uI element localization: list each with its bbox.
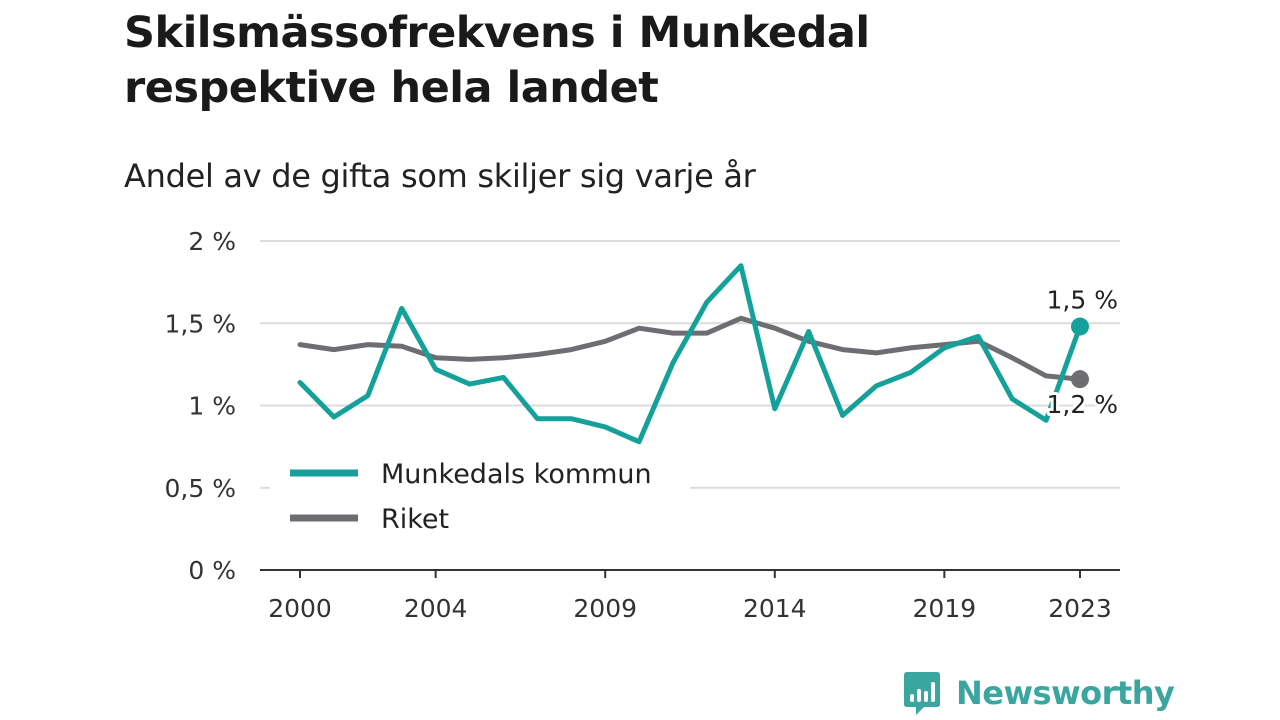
series-end-label: 1,5 %	[1047, 286, 1118, 315]
x-tick-label: 2009	[573, 594, 637, 623]
y-tick-label: 2 %	[188, 227, 236, 256]
legend-label: Riket	[381, 504, 449, 535]
legend-background	[270, 450, 690, 550]
chart-title-line-2: respektive hela landet	[124, 63, 659, 113]
series-end-label: 1,2 %	[1047, 390, 1118, 419]
series-end-point	[1071, 370, 1089, 389]
brand-logo: Newsworthy	[902, 670, 1175, 716]
x-tick-label: 2014	[743, 594, 807, 623]
newsworthy-logo-icon	[904, 672, 940, 715]
y-tick-label: 1,5 %	[165, 309, 236, 338]
brand-name: Newsworthy	[956, 674, 1175, 712]
chart-title-line-1: Skilsmässofrekvens i Munkedal	[124, 8, 870, 58]
x-tick-label: 2000	[268, 594, 332, 623]
y-tick-label: 0 %	[188, 556, 236, 585]
chart-subtitle: Andel av de gifta som skiljer sig varje …	[124, 157, 756, 195]
x-tick-label: 2004	[404, 594, 468, 623]
x-tick-label: 2023	[1048, 594, 1112, 623]
chart-title: Skilsmässofrekvens i Munkedal respektive…	[124, 6, 870, 116]
y-tick-label: 0,5 %	[165, 474, 236, 503]
y-tick-label: 1 %	[188, 392, 236, 421]
legend-label: Munkedals kommun	[381, 459, 652, 490]
series-line	[297, 263, 1083, 445]
x-tick-label: 2019	[913, 594, 977, 623]
series-end-point	[1071, 317, 1089, 336]
